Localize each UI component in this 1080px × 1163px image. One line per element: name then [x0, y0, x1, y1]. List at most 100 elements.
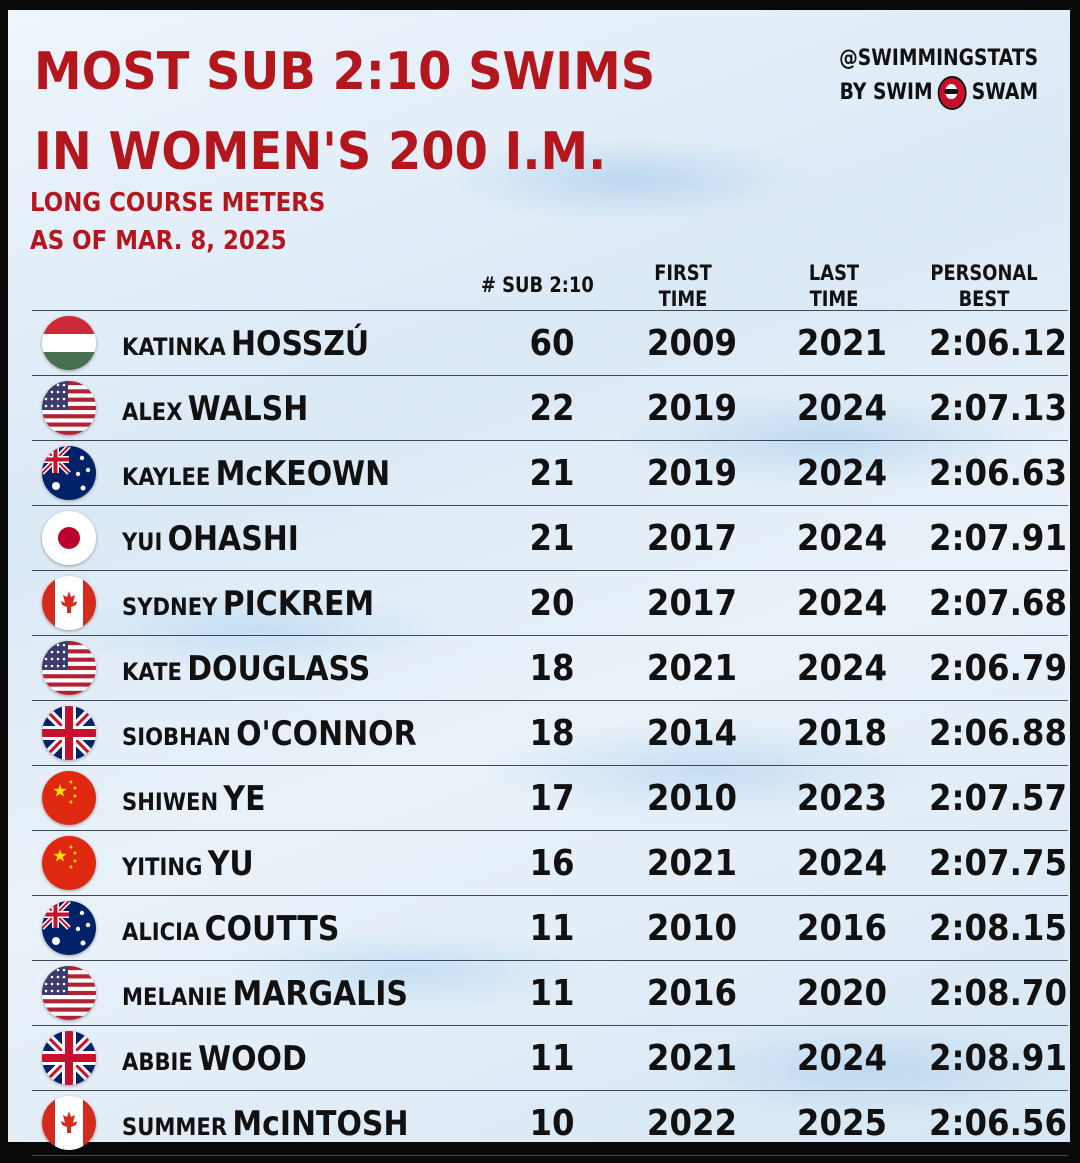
athlete-name: SIOBHAN O'CONNOR — [122, 701, 417, 765]
athlete-last-name: DOUGLASS — [187, 649, 371, 689]
cell-first-time: 2021 — [646, 648, 738, 689]
cell-sub-count: 20 — [529, 583, 575, 624]
table-row: SHIWEN YE 17 2010 2023 2:07.57 — [32, 765, 1068, 830]
athlete-first-name: SHIWEN — [122, 788, 219, 816]
uk-flag-icon — [42, 1031, 96, 1085]
table-row: KAYLEE McKEOWN 21 2019 2024 2:06.63 — [32, 440, 1068, 505]
athlete-last-name: McKEOWN — [215, 454, 391, 494]
column-header-last-time: LAST TIME — [783, 260, 885, 312]
australia-flag-icon — [42, 446, 96, 500]
brand-handle: @SWIMMINGSTATS — [839, 46, 1038, 71]
cell-personal-best: 2:07.68 — [929, 583, 1067, 624]
column-header-last-line-1: LAST — [808, 261, 860, 285]
column-header-first-time: FIRST TIME — [632, 260, 734, 312]
cell-sub-count: 10 — [529, 1103, 575, 1144]
athlete-name: KAYLEE McKEOWN — [122, 441, 390, 505]
athlete-first-name: ALEX — [122, 398, 183, 426]
cell-personal-best: 2:06.12 — [929, 323, 1067, 364]
cell-last-time: 2016 — [796, 908, 888, 949]
column-header-count-line-1: # SUB 2:10 — [481, 273, 594, 297]
cell-sub-count: 17 — [529, 778, 575, 819]
cell-last-time: 2024 — [796, 518, 888, 559]
table-row: SIOBHAN O'CONNOR 18 2014 2018 2:06.88 — [32, 700, 1068, 765]
china-flag-icon — [42, 771, 96, 825]
cell-sub-count: 21 — [529, 518, 575, 559]
table-row: ABBIE WOOD 11 2021 2024 2:08.91 — [32, 1025, 1068, 1090]
cell-sub-count: 22 — [529, 388, 575, 429]
brand-by-right: SWAM — [971, 80, 1038, 105]
uk-flag-icon — [42, 706, 96, 760]
cell-sub-count: 11 — [529, 908, 575, 949]
athlete-name: ALICIA COUTTS — [122, 896, 339, 960]
china-flag-icon — [42, 836, 96, 890]
cell-first-time: 2009 — [646, 323, 738, 364]
infographic-canvas: MOST SUB 2:10 SWIMS IN WOMEN'S 200 I.M. … — [8, 10, 1070, 1156]
athlete-first-name: YITING — [122, 853, 203, 881]
athlete-first-name: KAYLEE — [122, 463, 211, 491]
table-body: KATINKA HOSSZÚ 60 2009 2021 2:06.12 ALEX WALSH 2… — [32, 310, 1068, 1156]
cell-first-time: 2019 — [646, 388, 738, 429]
column-header-pb-line-1: PERSONAL — [930, 261, 1038, 285]
athlete-last-name: McINTOSH — [232, 1104, 409, 1144]
cell-last-time: 2018 — [796, 713, 888, 754]
cell-first-time: 2021 — [646, 843, 738, 884]
chart-title-line-2: IN WOMEN'S 200 I.M. — [34, 122, 607, 182]
athlete-name: SUMMER McINTOSH — [122, 1091, 408, 1155]
table-row: YITING YU 16 2021 2024 2:07.75 — [32, 830, 1068, 895]
japan-flag-icon — [42, 511, 96, 565]
column-header-pb-line-2: BEST — [958, 287, 1010, 311]
athlete-first-name: KATE — [122, 658, 182, 686]
table-row: MELANIE MARGALIS 11 2016 2020 2:08.70 — [32, 960, 1068, 1025]
brand-byline: BY SWIM SWAM — [839, 76, 1038, 110]
cell-last-time: 2020 — [796, 973, 888, 1014]
athlete-name: KATE DOUGLASS — [122, 636, 370, 700]
table-row: ALICIA COUTTS 11 2010 2016 2:08.15 — [32, 895, 1068, 960]
cell-sub-count: 11 — [529, 1038, 575, 1079]
cell-first-time: 2019 — [646, 453, 738, 494]
athlete-name: MELANIE MARGALIS — [122, 961, 408, 1025]
cell-sub-count: 18 — [529, 713, 575, 754]
cell-personal-best: 2:07.91 — [929, 518, 1067, 559]
athlete-last-name: WALSH — [187, 389, 309, 429]
column-header-count: # SUB 2:10 — [481, 272, 594, 298]
athlete-name: KATINKA HOSSZÚ — [122, 311, 369, 375]
cell-last-time: 2024 — [796, 453, 888, 494]
athlete-last-name: HOSSZÚ — [231, 324, 370, 364]
table-row: KATINKA HOSSZÚ 60 2009 2021 2:06.12 — [32, 310, 1068, 375]
usa-flag-icon — [42, 381, 96, 435]
table-row: KATE DOUGLASS 18 2021 2024 2:06.79 — [32, 635, 1068, 700]
cell-personal-best: 2:07.75 — [929, 843, 1067, 884]
column-header-personal-best: PERSONAL BEST — [925, 260, 1044, 312]
cell-sub-count: 16 — [529, 843, 575, 884]
cell-sub-count: 21 — [529, 453, 575, 494]
cell-first-time: 2016 — [646, 973, 738, 1014]
cell-personal-best: 2:08.91 — [929, 1038, 1067, 1079]
athlete-last-name: WOOD — [198, 1039, 307, 1079]
brand-credit: @SWIMMINGSTATS BY SWIM SWAM — [839, 42, 1038, 110]
cell-sub-count: 60 — [529, 323, 575, 364]
cell-first-time: 2022 — [646, 1103, 738, 1144]
cell-personal-best: 2:06.56 — [929, 1103, 1067, 1144]
cell-first-time: 2014 — [646, 713, 738, 754]
athlete-first-name: YUI — [122, 528, 163, 556]
athlete-name: ALEX WALSH — [122, 376, 308, 440]
athlete-last-name: O'CONNOR — [236, 714, 417, 754]
athlete-name: YUI OHASHI — [122, 506, 299, 570]
cell-first-time: 2021 — [646, 1038, 738, 1079]
athlete-last-name: OHASHI — [167, 519, 299, 559]
athlete-last-name: MARGALIS — [232, 974, 408, 1014]
cell-last-time: 2024 — [796, 648, 888, 689]
cell-first-time: 2017 — [646, 518, 738, 559]
subtitle-line-2: AS OF MAR. 8, 2025 — [30, 226, 287, 256]
athlete-first-name: SUMMER — [122, 1113, 228, 1141]
brand-by-left: BY SWIM — [839, 80, 933, 105]
cell-last-time: 2024 — [796, 583, 888, 624]
cell-personal-best: 2:08.70 — [929, 973, 1067, 1014]
canada-flag-icon — [42, 576, 96, 630]
subtitle-line-1: LONG COURSE METERS — [30, 188, 326, 218]
athlete-first-name: ABBIE — [122, 1048, 193, 1076]
cell-last-time: 2024 — [796, 1038, 888, 1079]
athlete-first-name: SIOBHAN — [122, 723, 231, 751]
australia-flag-icon — [42, 901, 96, 955]
athlete-first-name: SYDNEY — [122, 593, 218, 621]
